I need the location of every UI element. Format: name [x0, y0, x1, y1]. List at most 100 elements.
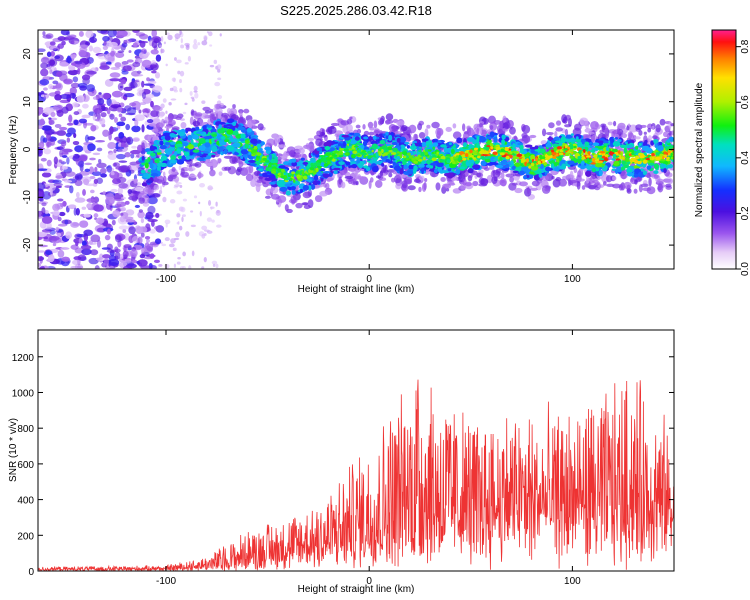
spectrogram-noise-cell	[52, 203, 61, 212]
spectrogram-peak-cell	[483, 154, 488, 157]
spectrogram-peak-cell	[264, 159, 270, 163]
spectrogram-cell	[403, 164, 408, 170]
spectrogram-cell	[455, 168, 461, 175]
spectrogram-noise-cell	[132, 30, 140, 34]
spectrogram-noise-cell	[87, 136, 96, 141]
spectrogram-cell	[205, 139, 210, 143]
spectrogram-noise-cell	[117, 82, 124, 91]
spectrogram-cell	[586, 165, 593, 170]
spectrogram-cell	[307, 137, 315, 142]
spectrogram-cell	[350, 161, 357, 165]
spectrogram-noise-cell	[193, 38, 197, 45]
spectrogram-noise-cell	[73, 132, 77, 138]
spectrogram-peak-cell	[439, 159, 445, 162]
spectrogram-cell	[319, 190, 328, 197]
spectrogram-noise-cell	[47, 58, 58, 67]
spectrogram-cell	[612, 183, 621, 189]
spectrogram-peak-cell	[387, 146, 393, 151]
spectrogram-cell	[216, 140, 220, 146]
spectrogram-cell	[639, 124, 647, 128]
spectrogram-cell	[307, 184, 312, 191]
spectrogram-peak-cell	[663, 151, 667, 155]
spectrogram-peak-cell	[666, 156, 670, 160]
spectrogram-cell	[642, 170, 648, 176]
spectrogram-noise-cell	[60, 247, 70, 250]
spectrogram-cell	[638, 130, 643, 136]
spectrogram-cell	[626, 126, 630, 131]
spectrogram-cell	[182, 148, 190, 152]
spectrogram-noise-cell	[137, 211, 145, 219]
spectrogram-noise-cell	[140, 232, 145, 238]
spectrogram-cell	[521, 132, 528, 138]
spectrogram-cell	[250, 179, 257, 188]
spectrogram-cell	[379, 177, 387, 182]
spectrogram-noise-cell	[52, 210, 60, 216]
spectrogram-cell	[284, 183, 291, 187]
spectrogram-cell	[192, 142, 200, 146]
spectrogram-peak-cell	[339, 148, 344, 151]
spectrogram-noise-cell	[48, 83, 54, 90]
spectrogram-noise-cell	[63, 78, 73, 85]
spectrogram-cell	[217, 128, 224, 134]
spectrogram-noise-cell	[153, 259, 160, 264]
spectrogram-peak-cell	[556, 146, 563, 150]
spectrogram-noise-cell	[116, 200, 122, 205]
spectrogram-noise-cell	[201, 233, 206, 239]
spectrogram-cell	[492, 169, 501, 178]
spectrogram-noise-cell	[215, 201, 218, 207]
spectrogram-cell	[237, 126, 246, 131]
spectrogram-noise-cell	[139, 254, 146, 259]
spectrogram-peak-cell	[427, 149, 432, 152]
spectrogram-peak-cell	[612, 153, 617, 158]
spectrogram-noise-cell	[68, 34, 77, 38]
spectrogram-cell	[192, 134, 199, 140]
spectrogram-cell	[630, 176, 634, 183]
spectrogram-noise-cell	[52, 80, 59, 85]
spectrogram-cell	[500, 160, 508, 165]
spectrogram-cell	[653, 170, 659, 175]
spectrogram-cell	[570, 138, 577, 142]
spectrogram-cell	[200, 112, 209, 119]
spectrogram-noise-cell	[116, 176, 127, 184]
spectrogram-noise-cell	[70, 221, 80, 228]
spectrogram-cell	[257, 123, 264, 131]
spectrogram-cell	[548, 160, 556, 165]
spectrogram-cell	[243, 108, 250, 114]
spectrogram-noise-cell	[189, 91, 193, 96]
spectrogram-cell	[153, 184, 160, 191]
spectrogram-peak-cell	[244, 139, 250, 144]
spectrogram-cell	[666, 165, 672, 169]
spectrogram-cell	[140, 169, 146, 174]
spectrogram-noise-cell	[149, 228, 156, 234]
spectrogram-cell	[150, 172, 159, 177]
spectrogram-cell	[501, 179, 505, 183]
spectrogram-noise-cell	[134, 186, 144, 192]
spectrogram-peak-cell	[597, 160, 603, 164]
spectrogram-noise-cell	[143, 83, 154, 86]
spectrogram-noise-cell	[93, 204, 104, 212]
spectrogram-noise-cell	[150, 264, 157, 269]
spectrogram-noise-cell	[72, 76, 79, 83]
spectrogram-peak-cell	[312, 171, 317, 175]
spectrogram-cell	[529, 134, 537, 139]
spectrogram-cell	[621, 133, 628, 139]
spectrogram-noise-cell	[116, 121, 126, 127]
spectrogram-noise-cell	[75, 191, 80, 199]
spectrogram-cell	[493, 136, 498, 143]
spectrogram-noise-cell	[151, 192, 161, 198]
spectrogram-peak-cell	[405, 158, 410, 161]
spectrogram-cell	[138, 160, 145, 163]
spectrogram-noise-cell	[82, 144, 88, 152]
spectrogram-noise-cell	[121, 70, 129, 75]
spectrogram-peak-cell	[587, 151, 591, 155]
spectrogram-cell	[648, 162, 655, 166]
spectrogram-noise-cell	[178, 165, 182, 171]
spectrogram-cell	[404, 141, 410, 145]
spectrogram-cell	[476, 135, 480, 142]
spectrogram-cell	[322, 173, 330, 179]
spectrogram-noise-cell	[188, 265, 192, 269]
spectrogram-cell	[510, 160, 514, 165]
spectrogram-peak-cell	[336, 154, 339, 158]
spectrogram-cell	[452, 131, 462, 140]
spectrogram-noise-cell	[95, 217, 105, 224]
